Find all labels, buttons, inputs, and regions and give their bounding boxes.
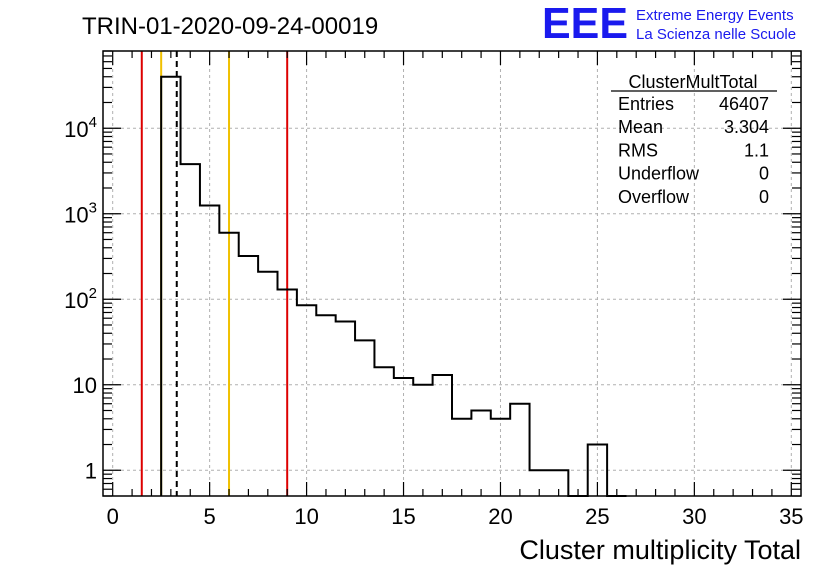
y-tick-label: 104 — [64, 114, 97, 142]
stats-rows: Entries 46407 Mean 3.304 RMS 1.1 Underflow 0 Ove… — [618, 94, 769, 207]
y-tick-label: 10 — [73, 373, 97, 398]
stats-row-value: 3.304 — [724, 117, 769, 137]
stats-row-value: 46407 — [719, 94, 769, 114]
stats-row-value: 0 — [759, 187, 769, 207]
y-tick-labels: 1 10 102 103 104 — [64, 114, 97, 483]
x-axis-label: Cluster multiplicity Total — [519, 535, 801, 565]
x-tick-label: 5 — [204, 504, 216, 529]
stats-box: ClusterMultTotal Entries 46407 Mean 3.304 RM… — [611, 72, 777, 207]
y-tick-label: 103 — [64, 200, 97, 228]
stats-title: ClusterMultTotal — [628, 72, 757, 92]
stats-row-value: 1.1 — [744, 140, 769, 160]
stats-row-label: Overflow — [618, 187, 690, 207]
stats-row-label: Underflow — [618, 164, 700, 184]
y-tick-label: 1 — [85, 458, 97, 483]
x-tick-label: 20 — [488, 504, 512, 529]
y-tick-label: 102 — [64, 285, 97, 313]
histogram-outline — [160, 75, 627, 497]
stats-row-label: Entries — [618, 94, 674, 114]
run-title: TRIN-01-2020-09-24-00019 — [82, 13, 378, 40]
stats-row-value: 0 — [759, 164, 769, 184]
grid — [103, 51, 801, 496]
eee-logo: EEE Extreme Energy Events La Scienza nel… — [542, 0, 796, 48]
x-tick-label: 35 — [779, 504, 803, 529]
x-tick-label: 10 — [294, 504, 318, 529]
x-tick-label: 25 — [585, 504, 609, 529]
x-tick-labels: 0 5 10 15 20 25 30 35 — [107, 504, 804, 529]
logo-line-1: Extreme Energy Events — [636, 7, 794, 24]
stats-row-label: RMS — [618, 140, 658, 160]
x-tick-label: 15 — [391, 504, 415, 529]
x-tick-label: 0 — [107, 504, 119, 529]
stats-row-label: Mean — [618, 117, 663, 137]
axis-ticks — [103, 50, 801, 497]
x-tick-label: 30 — [682, 504, 706, 529]
eee-logo-mark: EEE — [542, 0, 628, 48]
logo-line-2: La Scienza nelle Scuole — [636, 26, 796, 43]
